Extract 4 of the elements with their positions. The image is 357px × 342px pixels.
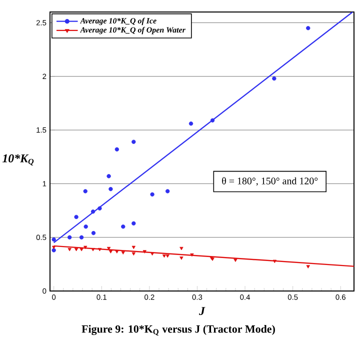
caption: Figure 9: 10*K$_{Q}$ versus J (Tractor Mode) xyxy=(82,325,275,336)
annotation: θ = 180°, 150° and 120° xyxy=(222,177,318,186)
x-axis-title: J xyxy=(199,307,206,316)
y-axis-title: 10*K$_{Q}$ xyxy=(2,154,34,166)
